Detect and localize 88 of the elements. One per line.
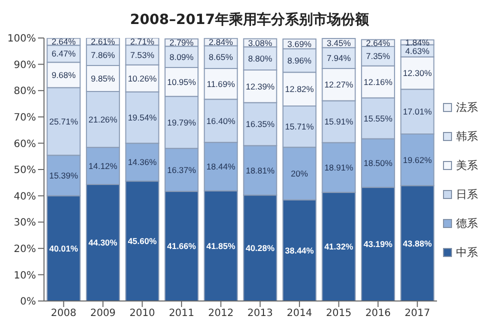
data-label: 12.30%: [402, 68, 432, 78]
data-label: 7.86%: [90, 50, 116, 60]
data-label: 41.66%: [167, 241, 196, 252]
legend-label: 美系: [456, 158, 478, 172]
data-label: 8.09%: [169, 52, 194, 62]
data-label: 11.69%: [206, 78, 236, 89]
y-tick-label: 40%: [14, 191, 36, 202]
data-label: 7.94%: [326, 53, 352, 64]
data-label: 21.26%: [88, 114, 118, 124]
data-label: 15.91%: [324, 116, 354, 127]
data-label: 40.01%: [49, 243, 78, 254]
data-label: 2.71%: [130, 36, 155, 47]
data-label: 25.71%: [49, 116, 78, 126]
data-label: 18.81%: [246, 165, 275, 176]
y-tick-label: 70%: [14, 112, 36, 124]
chart-title: 2008–2017年乘用车分系别市场份额: [129, 10, 370, 30]
data-label: 17.01%: [402, 106, 432, 117]
data-label: 43.19%: [364, 239, 393, 250]
data-label: 2.64%: [52, 36, 76, 47]
data-label: 12.16%: [364, 76, 393, 87]
data-label: 19.62%: [402, 154, 432, 165]
y-tick-label: 100%: [7, 34, 36, 45]
data-label: 14.36%: [128, 157, 158, 168]
data-label: 6.47%: [52, 48, 76, 59]
y-tick-label: 20%: [14, 244, 36, 255]
data-label: 12.27%: [324, 80, 354, 90]
data-label: 12.39%: [246, 81, 275, 92]
x-tick-label: 2013: [247, 308, 273, 320]
data-label: 18.50%: [364, 158, 393, 168]
data-label: 15.39%: [49, 170, 78, 181]
y-tick-label: 60%: [14, 138, 36, 150]
x-tick-label: 2009: [90, 308, 116, 320]
legend-label: 法系: [456, 100, 478, 114]
data-label: 10.26%: [128, 73, 158, 84]
data-label: 16.40%: [206, 116, 236, 126]
data-label: 41.32%: [324, 242, 354, 252]
data-label: 12.82%: [285, 84, 314, 94]
data-label: 7.53%: [130, 50, 155, 60]
data-label: 3.69%: [287, 38, 312, 49]
y-tick-label: 80%: [14, 86, 36, 98]
data-label: 2.84%: [208, 37, 234, 48]
data-label: 2.61%: [90, 36, 116, 46]
data-label: 9.68%: [52, 70, 76, 80]
data-label: 10.95%: [167, 76, 196, 87]
y-tick-label: 10%: [14, 270, 36, 282]
data-label: 2.79%: [169, 38, 194, 48]
data-label: 43.88%: [402, 238, 432, 248]
y-tick-label: 0%: [20, 296, 36, 308]
data-label: 44.30%: [88, 238, 118, 248]
y-tick-label: 90%: [14, 60, 36, 71]
data-label: 19.79%: [167, 117, 196, 128]
x-tick-label: 2012: [208, 308, 234, 320]
data-label: 3.45%: [326, 38, 352, 48]
data-label: 1.84%: [405, 37, 430, 48]
legend-label: 德系: [456, 216, 478, 230]
y-tick-label: 30%: [14, 218, 36, 229]
data-label: 18.91%: [324, 162, 354, 172]
x-tick-label: 2016: [365, 308, 391, 320]
data-label: 3.08%: [248, 38, 273, 48]
data-label: 15.71%: [285, 122, 314, 132]
data-label: 16.37%: [167, 164, 196, 175]
data-label: 40.28%: [246, 243, 275, 254]
x-tick-label: 2008: [50, 308, 76, 320]
legend-label: 韩系: [456, 128, 478, 144]
data-label: 2.64%: [366, 38, 391, 48]
x-tick-label: 2011: [168, 308, 194, 320]
data-label: 8.80%: [248, 53, 273, 64]
data-label: 38.44%: [285, 245, 314, 256]
data-label: 16.35%: [246, 119, 275, 130]
data-label: 4.63%: [405, 46, 430, 56]
data-label: 45.60%: [128, 236, 158, 246]
data-label: 7.35%: [366, 51, 391, 62]
data-label: 9.85%: [90, 73, 116, 84]
x-tick-label: 2010: [130, 308, 155, 320]
data-label: 8.65%: [208, 52, 234, 62]
x-tick-label: 2015: [326, 308, 352, 320]
data-label: 19.54%: [128, 112, 158, 123]
data-label: 8.96%: [287, 55, 312, 66]
x-tick-label: 2014: [286, 308, 312, 320]
data-label: 15.55%: [364, 113, 393, 124]
data-label: 41.85%: [206, 240, 236, 251]
x-tick-label: 2017: [404, 308, 430, 320]
legend-label: 日系: [456, 186, 478, 202]
data-label: 18.44%: [206, 162, 236, 172]
data-label: 20%: [290, 168, 308, 179]
legend-label: 中系: [456, 244, 478, 260]
y-tick-label: 50%: [14, 165, 36, 176]
data-label: 14.12%: [88, 160, 118, 171]
